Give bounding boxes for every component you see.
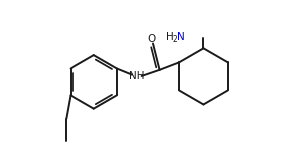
Text: NH: NH [129,71,144,81]
Text: O: O [148,34,156,44]
Text: N: N [177,32,185,42]
Text: 2: 2 [173,35,178,44]
Text: H: H [166,32,174,42]
